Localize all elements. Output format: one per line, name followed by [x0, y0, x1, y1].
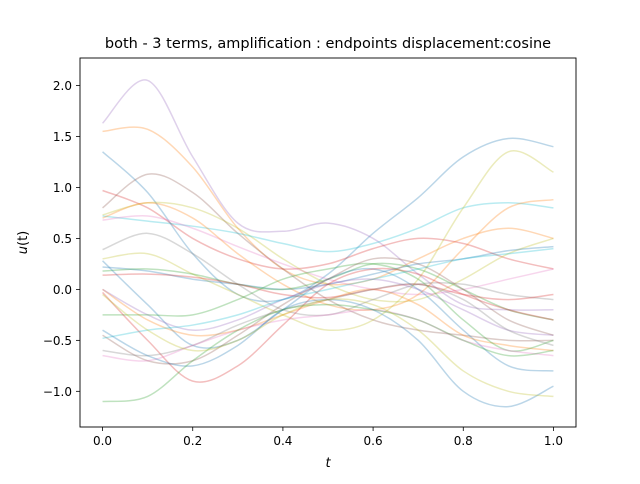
y-tick-label: 0.0 — [53, 283, 72, 297]
plot-area — [79, 57, 577, 428]
y-tick-label: 2.0 — [53, 79, 72, 93]
series-line-25 — [102, 303, 554, 403]
y-tick-label: 0.5 — [53, 232, 72, 246]
x-axis: 0.0 0.2 0.4 0.6 0.8 1.0 — [93, 427, 563, 448]
x-tick-label: 1.0 — [544, 434, 563, 448]
x-axis-label: t — [325, 456, 331, 471]
y-axis-label-argument: (t) — [16, 231, 31, 246]
series-line-13 — [102, 262, 554, 321]
x-tick-label: 0.4 — [273, 434, 292, 448]
series-line-10 — [102, 232, 554, 317]
y-axis-label-symbol: u — [16, 246, 31, 254]
series-line-18 — [102, 262, 554, 352]
y-axis: −1.0 −0.5 0.0 0.5 1.0 1.5 2.0 — [43, 79, 80, 399]
y-tick-label: −1.0 — [43, 385, 72, 399]
chart-title: both - 3 terms, amplification : endpoint… — [105, 36, 551, 52]
series-line-6 — [102, 201, 554, 303]
series-line-16 — [102, 288, 554, 352]
series-line-5 — [102, 173, 554, 342]
series-line-21 — [102, 283, 554, 357]
series-line-22 — [102, 308, 554, 362]
y-tick-label: 1.5 — [53, 130, 72, 144]
series-line-23 — [102, 247, 554, 340]
series-line-20 — [102, 257, 554, 365]
series-line-7 — [102, 201, 554, 253]
series-line-26 — [102, 293, 554, 398]
series-line-15 — [102, 260, 554, 372]
series-line-8 — [102, 215, 554, 296]
series-layer — [102, 79, 554, 408]
series-line-3 — [102, 79, 554, 311]
y-tick-label: −0.5 — [43, 334, 72, 348]
x-axis-label-symbol: t — [325, 456, 331, 471]
series-line-4 — [102, 189, 554, 270]
series-line-11 — [102, 150, 554, 332]
series-line-1 — [102, 137, 554, 303]
x-tick-label: 0.0 — [93, 434, 112, 448]
x-tick-label: 0.6 — [364, 434, 383, 448]
x-tick-label: 0.8 — [454, 434, 473, 448]
y-axis-label: u(t) — [16, 231, 31, 255]
series-line-14 — [102, 273, 554, 301]
x-tick-label: 0.2 — [183, 434, 202, 448]
series-line-9 — [102, 198, 554, 312]
series-line-12 — [102, 245, 554, 291]
series-line-24 — [102, 298, 554, 408]
series-line-2 — [102, 126, 554, 286]
series-line-19 — [102, 267, 554, 383]
y-tick-label: 1.0 — [53, 181, 72, 195]
series-line-17 — [102, 278, 554, 337]
